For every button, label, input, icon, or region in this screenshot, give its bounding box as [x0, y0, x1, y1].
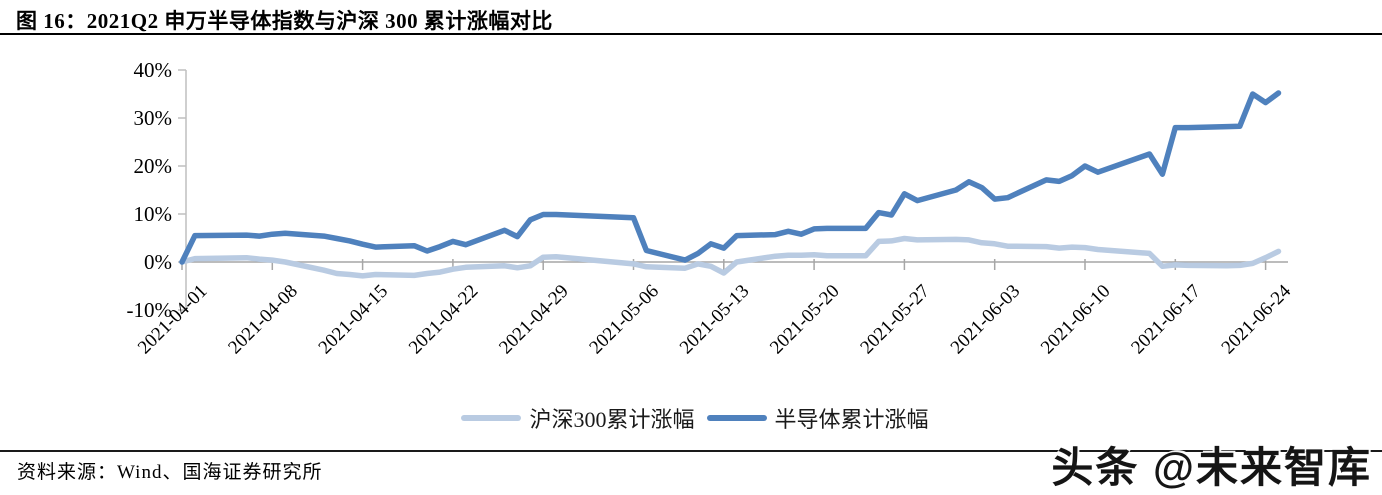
x-axis-label: 2021-05-27	[856, 281, 934, 359]
y-axis-label: 10%	[134, 202, 173, 226]
x-axis-label: 2021-05-06	[585, 281, 663, 359]
figure-title: 图 16：2021Q2 申万半导体指数与沪深 300 累计涨幅对比	[16, 9, 553, 33]
y-axis-label: 30%	[134, 106, 173, 130]
x-axis-label: 2021-06-24	[1218, 280, 1296, 358]
toutiao-watermark: 头条 @未来智库	[1051, 444, 1372, 491]
y-axis-label: -10%	[127, 298, 173, 322]
x-axis-label: 2021-06-10	[1037, 281, 1115, 359]
x-axis-label: 2021-06-03	[947, 281, 1025, 359]
legend-item-semiconductor: 半导体累计涨幅	[699, 402, 929, 434]
semiconductor-line-swatch	[706, 415, 767, 421]
data-source-note: 资料来源：Wind、国海证券研究所	[17, 462, 323, 483]
y-axis-label: 40%	[134, 58, 173, 82]
legend-label-semiconductor: 半导体累计涨幅	[774, 407, 929, 432]
hs300-line-swatch	[461, 415, 522, 421]
y-axis-label: 20%	[134, 154, 173, 178]
x-axis-label: 2021-05-13	[676, 281, 754, 359]
footer-divider-rule	[0, 450, 1382, 452]
x-axis-label: 2021-04-15	[315, 281, 393, 359]
series-line-semiconductor	[179, 90, 1282, 265]
y-axis-label: 0%	[144, 250, 172, 274]
series-line-hs300	[179, 235, 1282, 279]
x-axis-label: 2021-04-29	[495, 281, 573, 359]
legend-label-hs300: 沪深300累计涨幅	[529, 407, 695, 432]
legend-item-hs300: 沪深300累计涨幅	[453, 402, 695, 434]
x-axis-label: 2021-06-17	[1127, 281, 1205, 359]
x-axis-label: 2021-04-08	[224, 281, 302, 359]
x-axis-label: 2021-04-22	[405, 281, 483, 359]
x-axis-label: 2021-05-20	[766, 281, 844, 359]
title-divider-rule	[0, 33, 1382, 35]
chart-legend: 沪深300累计涨幅 半导体累计涨幅	[0, 402, 1382, 434]
